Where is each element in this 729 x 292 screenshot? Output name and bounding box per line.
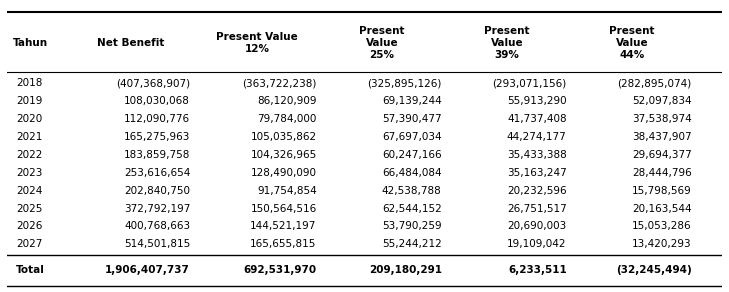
Text: 62,544,152: 62,544,152 xyxy=(382,204,442,213)
Text: 2021: 2021 xyxy=(16,132,42,142)
Text: 108,030,068: 108,030,068 xyxy=(125,96,190,106)
Text: 35,433,388: 35,433,388 xyxy=(507,150,566,160)
Text: Total: Total xyxy=(16,265,44,275)
Text: 105,035,862: 105,035,862 xyxy=(251,132,316,142)
Text: 1,906,407,737: 1,906,407,737 xyxy=(105,265,190,275)
Text: (325,895,126): (325,895,126) xyxy=(367,79,442,88)
Text: Present
Value
44%: Present Value 44% xyxy=(609,26,655,60)
Text: 372,792,197: 372,792,197 xyxy=(124,204,190,213)
Text: Net Benefit: Net Benefit xyxy=(97,38,164,48)
Text: 52,097,834: 52,097,834 xyxy=(632,96,692,106)
Text: 2019: 2019 xyxy=(16,96,42,106)
Text: 165,275,963: 165,275,963 xyxy=(124,132,190,142)
Text: (293,071,156): (293,071,156) xyxy=(492,79,566,88)
Text: 13,420,293: 13,420,293 xyxy=(632,239,692,249)
Text: 692,531,970: 692,531,970 xyxy=(243,265,316,275)
Text: 55,913,290: 55,913,290 xyxy=(507,96,566,106)
Text: 2025: 2025 xyxy=(16,204,42,213)
Text: Present
Value
39%: Present Value 39% xyxy=(484,26,530,60)
Text: 66,484,084: 66,484,084 xyxy=(382,168,442,178)
Text: 57,390,477: 57,390,477 xyxy=(382,114,442,124)
Text: 6,233,511: 6,233,511 xyxy=(508,265,566,275)
Text: 150,564,516: 150,564,516 xyxy=(250,204,316,213)
Text: 144,521,197: 144,521,197 xyxy=(250,222,316,232)
Text: 20,690,003: 20,690,003 xyxy=(507,222,566,232)
Text: 91,754,854: 91,754,854 xyxy=(257,186,316,196)
Text: 42,538,788: 42,538,788 xyxy=(382,186,442,196)
Text: 53,790,259: 53,790,259 xyxy=(382,222,442,232)
Text: 209,180,291: 209,180,291 xyxy=(369,265,442,275)
Text: 79,784,000: 79,784,000 xyxy=(257,114,316,124)
Text: 86,120,909: 86,120,909 xyxy=(257,96,316,106)
Text: 2024: 2024 xyxy=(16,186,42,196)
Text: 26,751,517: 26,751,517 xyxy=(507,204,566,213)
Text: 2026: 2026 xyxy=(16,222,42,232)
Text: 55,244,212: 55,244,212 xyxy=(382,239,442,249)
Text: 69,139,244: 69,139,244 xyxy=(382,96,442,106)
Text: (32,245,494): (32,245,494) xyxy=(616,265,692,275)
Text: 128,490,090: 128,490,090 xyxy=(251,168,316,178)
Text: 15,798,569: 15,798,569 xyxy=(632,186,692,196)
Text: 28,444,796: 28,444,796 xyxy=(632,168,692,178)
Text: 2027: 2027 xyxy=(16,239,42,249)
Text: (282,895,074): (282,895,074) xyxy=(617,79,692,88)
Text: 37,538,974: 37,538,974 xyxy=(632,114,692,124)
Text: 44,274,177: 44,274,177 xyxy=(507,132,566,142)
Text: 165,655,815: 165,655,815 xyxy=(250,239,316,249)
Text: 35,163,247: 35,163,247 xyxy=(507,168,566,178)
Text: 2018: 2018 xyxy=(16,79,42,88)
Text: Present Value
12%: Present Value 12% xyxy=(216,32,298,54)
Text: 2022: 2022 xyxy=(16,150,42,160)
Text: (407,368,907): (407,368,907) xyxy=(116,79,190,88)
Text: (363,722,238): (363,722,238) xyxy=(242,79,316,88)
Text: Tahun: Tahun xyxy=(13,38,48,48)
Text: 183,859,758: 183,859,758 xyxy=(124,150,190,160)
Text: 60,247,166: 60,247,166 xyxy=(382,150,442,160)
Text: 20,232,596: 20,232,596 xyxy=(507,186,566,196)
Text: 67,697,034: 67,697,034 xyxy=(382,132,442,142)
Text: 202,840,750: 202,840,750 xyxy=(124,186,190,196)
Text: 29,694,377: 29,694,377 xyxy=(632,150,692,160)
Text: 514,501,815: 514,501,815 xyxy=(124,239,190,249)
Text: 253,616,654: 253,616,654 xyxy=(124,168,190,178)
Text: 112,090,776: 112,090,776 xyxy=(124,114,190,124)
Text: 20,163,544: 20,163,544 xyxy=(632,204,692,213)
Text: 400,768,663: 400,768,663 xyxy=(124,222,190,232)
Text: 38,437,907: 38,437,907 xyxy=(632,132,692,142)
Text: 15,053,286: 15,053,286 xyxy=(632,222,692,232)
Text: Present
Value
25%: Present Value 25% xyxy=(359,26,405,60)
Text: 41,737,408: 41,737,408 xyxy=(507,114,566,124)
Text: 104,326,965: 104,326,965 xyxy=(250,150,316,160)
Text: 19,109,042: 19,109,042 xyxy=(507,239,566,249)
Text: 2020: 2020 xyxy=(16,114,42,124)
Text: 2023: 2023 xyxy=(16,168,42,178)
